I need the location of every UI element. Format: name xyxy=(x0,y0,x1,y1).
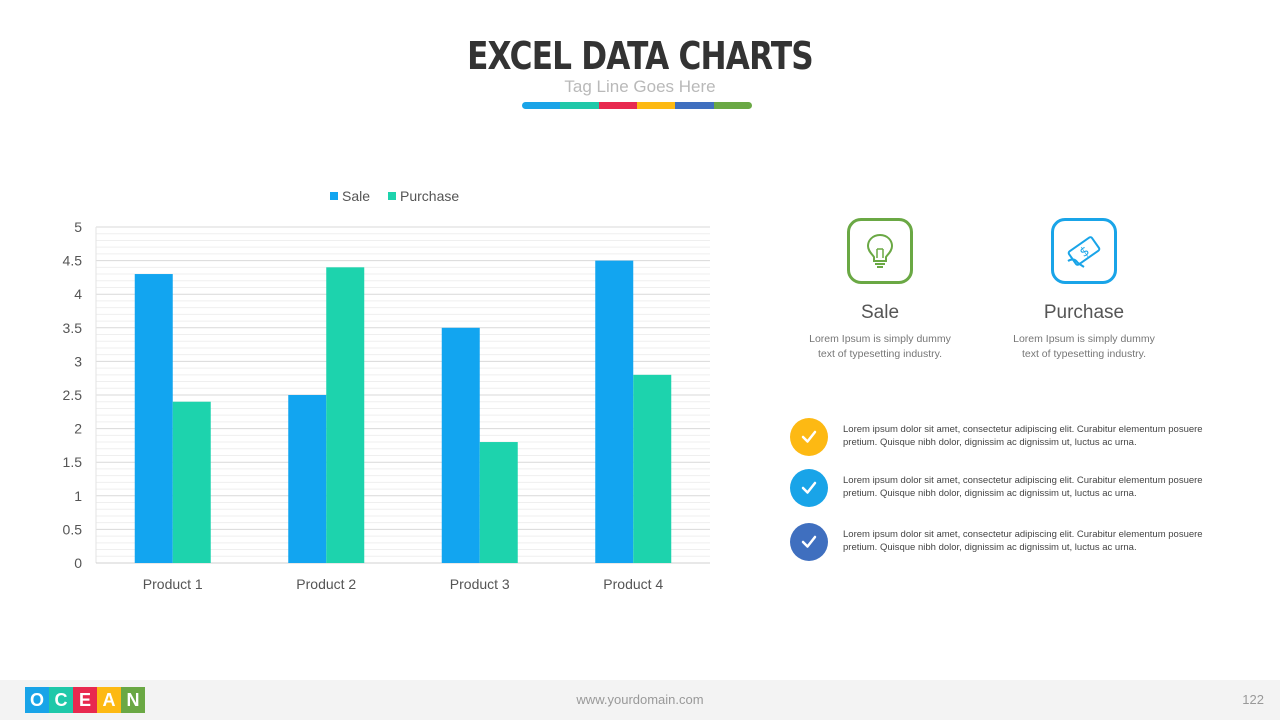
bar-sale xyxy=(441,327,480,563)
bar-purchase xyxy=(633,374,672,563)
feature-purchase-desc-line2: text of typesetting industry. xyxy=(1021,348,1147,360)
y-tick-label: 3.5 xyxy=(63,320,83,336)
y-tick-label: 1 xyxy=(74,488,82,504)
y-tick-label: 0.5 xyxy=(63,521,83,537)
list-item-text: Lorem ipsum dolor sit amet, consectetur … xyxy=(843,528,1233,554)
list-item-line2: pretium. Quisque nibh dolor, dignissim a… xyxy=(843,488,1137,499)
color-bar-segment xyxy=(636,102,676,109)
bar-purchase xyxy=(326,267,365,563)
list-item-line1: Lorem ipsum dolor sit amet, consectetur … xyxy=(843,424,1203,435)
page-title: EXCEL DATA CHARTS xyxy=(467,34,814,78)
logo-letter: A xyxy=(97,687,121,713)
logo-letter: E xyxy=(73,687,97,713)
x-tick-label: Product 4 xyxy=(603,576,663,592)
bar-purchase xyxy=(479,442,518,563)
logo-letter: N xyxy=(121,687,145,713)
bar-chart: 0 0.5 1 1.5 2 2.5 3 3.5 4 4.5 5 Product 1 Product 2 P… xyxy=(63,188,710,592)
list-item-line2: pretium. Quisque nibh dolor, dignissim a… xyxy=(843,542,1137,553)
list-item: Lorem ipsum dolor sit amet, consectetur … xyxy=(790,523,1230,563)
feature-sale-desc-line1: Lorem Ipsum is simply dummy xyxy=(809,333,951,345)
feature-sale-icon-box xyxy=(847,218,913,284)
money-icon: $ xyxy=(1067,236,1101,268)
y-tick-label: 4.5 xyxy=(63,253,83,269)
bar-purchase xyxy=(172,401,211,563)
checkmark-icon xyxy=(801,430,817,443)
logo-letter: O xyxy=(25,687,49,713)
bar-sale xyxy=(134,274,173,563)
feature-purchase-icon-box: $ xyxy=(1051,218,1117,284)
x-tick-label: Product 3 xyxy=(450,576,510,592)
bar-sale xyxy=(595,260,634,563)
page-tagline: Tag Line Goes Here xyxy=(564,77,716,96)
list-item-text: Lorem ipsum dolor sit amet, consectetur … xyxy=(843,474,1233,500)
legend-swatch xyxy=(388,192,396,200)
y-tick-label: 1.5 xyxy=(63,454,83,470)
feature-purchase-desc-line1: Lorem Ipsum is simply dummy xyxy=(1013,333,1155,345)
x-tick-label: Product 1 xyxy=(143,576,203,592)
y-tick-label: 2 xyxy=(74,421,82,437)
color-bar-segment xyxy=(598,102,637,109)
legend-label: Sale xyxy=(342,188,370,204)
check-badge-3 xyxy=(790,523,828,561)
y-tick-label: 5 xyxy=(74,219,82,235)
list-item: Lorem ipsum dolor sit amet, consectetur … xyxy=(790,469,1230,509)
legend-label: Purchase xyxy=(400,188,459,204)
list-item-line1: Lorem ipsum dolor sit amet, consectetur … xyxy=(843,475,1203,486)
color-bar-segment xyxy=(560,102,599,109)
checkmark-icon xyxy=(801,535,817,548)
list-item: Lorem ipsum dolor sit amet, consectetur … xyxy=(790,418,1230,458)
color-bar-segment xyxy=(675,102,714,109)
feature-purchase-title: Purchase xyxy=(1043,302,1125,323)
feature-sale: Sale Lorem Ipsum is simply dummy text of… xyxy=(790,218,970,362)
list-item-line1: Lorem ipsum dolor sit amet, consectetur … xyxy=(843,529,1203,540)
check-badge-2 xyxy=(790,469,828,507)
svg-text:$: $ xyxy=(1077,244,1092,261)
checkmark-icon xyxy=(801,481,817,494)
bar-sale xyxy=(288,395,327,563)
feature-sale-title: Sale xyxy=(860,302,900,323)
x-tick-label: Product 2 xyxy=(296,576,356,592)
y-tick-label: 4 xyxy=(74,286,82,302)
feature-sale-desc: Lorem Ipsum is simply dummy text of type… xyxy=(790,332,970,362)
feature-purchase-desc: Lorem Ipsum is simply dummy text of type… xyxy=(994,332,1174,362)
legend-swatch xyxy=(330,192,338,200)
feature-sale-desc-line2: text of typesetting industry. xyxy=(817,348,943,360)
y-tick-label: 2.5 xyxy=(63,387,83,403)
check-badge-1 xyxy=(790,418,828,456)
y-tick-label: 0 xyxy=(74,555,82,571)
title-color-bar xyxy=(522,102,752,109)
list-item-line2: pretium. Quisque nibh dolor, dignissim a… xyxy=(843,437,1137,448)
color-bar-segment xyxy=(522,102,561,109)
footer-url: www.yourdomain.com xyxy=(576,692,704,707)
lightbulb-icon xyxy=(866,233,894,268)
page-number: 122 xyxy=(1242,692,1264,707)
feature-purchase: $ Purchase Lorem Ipsum is simply dummy t… xyxy=(994,218,1174,362)
y-tick-label: 3 xyxy=(74,353,82,369)
list-item-text: Lorem ipsum dolor sit amet, consectetur … xyxy=(843,423,1233,449)
logo-letter: C xyxy=(49,687,73,713)
color-bar-segment xyxy=(713,102,752,109)
